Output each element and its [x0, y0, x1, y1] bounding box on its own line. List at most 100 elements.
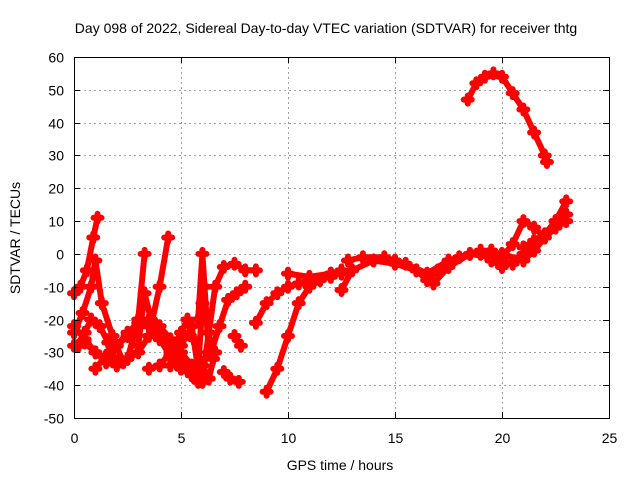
data-point	[516, 240, 531, 255]
x-tick-label: 20	[495, 430, 511, 446]
data-point	[537, 227, 552, 242]
data-point	[486, 66, 501, 81]
data-point	[212, 319, 227, 334]
data-point	[131, 338, 146, 353]
data-point	[495, 260, 509, 275]
data-point	[355, 250, 370, 265]
data-point	[174, 325, 188, 340]
data-point	[291, 276, 306, 291]
data-point	[229, 286, 244, 301]
y-tick-label: -50	[44, 411, 64, 427]
data-point	[340, 253, 355, 268]
x-axis-ticks: 0 5 10 15 20 25	[71, 57, 618, 446]
data-point	[334, 283, 349, 298]
data-point	[109, 338, 124, 353]
data-point	[141, 361, 156, 376]
y-tick-label: 60	[48, 50, 64, 66]
y-tick-label: -30	[44, 345, 64, 361]
data-point	[334, 263, 349, 278]
data-point	[477, 69, 492, 84]
data-point	[259, 296, 274, 311]
data-point	[184, 368, 199, 383]
data-point	[195, 246, 210, 261]
data-point	[409, 263, 424, 278]
data-point	[527, 125, 542, 140]
data-point	[99, 351, 114, 366]
data-point	[184, 319, 199, 334]
y-tick-label: 40	[48, 116, 64, 132]
data-point	[291, 296, 306, 311]
data-point	[441, 260, 456, 275]
data-point	[469, 76, 484, 91]
data-point	[221, 292, 236, 307]
data-point	[366, 253, 381, 268]
data-point	[152, 332, 167, 347]
y-axis-ticks: -50 -40 -30 -20 -10 0 10 20 30 40 50 60	[44, 50, 609, 427]
data-point	[559, 194, 574, 209]
data-point	[505, 86, 520, 101]
x-axis-label: GPS time / hours	[287, 457, 394, 473]
y-tick-label: 10	[48, 214, 64, 230]
data-point	[462, 246, 477, 261]
y-tick-label: -10	[44, 280, 64, 296]
data-point	[248, 315, 263, 330]
data-point	[227, 328, 242, 343]
data-point	[203, 345, 218, 360]
data-point	[163, 345, 178, 360]
x-tick-label: 5	[178, 430, 186, 446]
data-point	[548, 214, 563, 229]
data-point	[473, 246, 488, 261]
data-point	[152, 279, 167, 294]
data-point	[144, 312, 159, 327]
data-point	[84, 279, 99, 294]
data-point	[84, 312, 99, 327]
data-point	[281, 328, 295, 343]
y-axis-label: SDTVAR / TECUs	[7, 182, 23, 294]
data-point	[223, 371, 238, 386]
data-point	[88, 345, 103, 360]
series-arc-18	[281, 263, 349, 284]
data-point	[137, 246, 152, 261]
data-point	[109, 355, 124, 370]
data-point	[208, 279, 223, 294]
data-point	[233, 338, 248, 353]
series-arc-13	[203, 279, 253, 360]
y-tick-label: -20	[44, 313, 64, 329]
data-point	[495, 250, 509, 265]
data-point	[120, 351, 135, 366]
data-point	[86, 230, 101, 245]
data-point	[105, 328, 120, 343]
data-point	[484, 253, 499, 268]
data-point	[120, 325, 135, 340]
data-point	[281, 266, 295, 281]
data-point	[161, 230, 176, 245]
data-point	[388, 256, 402, 271]
data-point	[137, 286, 152, 301]
series-arc-24	[516, 207, 574, 255]
y-tick-label: -40	[44, 378, 64, 394]
data-point	[197, 279, 212, 294]
data-point	[527, 233, 542, 248]
data-point	[259, 384, 274, 399]
x-tick-label: 25	[602, 430, 618, 446]
data-point	[227, 256, 242, 271]
data-point	[79, 263, 94, 278]
data-point	[77, 325, 92, 340]
x-tick-label: 10	[281, 430, 297, 446]
data-point	[71, 338, 86, 353]
data-point	[484, 243, 499, 258]
data-point	[216, 260, 231, 275]
data-point	[75, 305, 90, 320]
data-point	[539, 155, 554, 170]
data-point	[88, 361, 103, 376]
y-tick-label: 20	[48, 181, 64, 197]
data-point	[180, 312, 195, 327]
y-tick-label: 30	[48, 148, 64, 164]
data-point	[94, 296, 109, 311]
data-point	[516, 102, 531, 117]
data-point	[231, 374, 246, 389]
series-arc-15	[227, 328, 248, 353]
data-point	[101, 335, 116, 350]
series-arc-05	[71, 312, 124, 370]
